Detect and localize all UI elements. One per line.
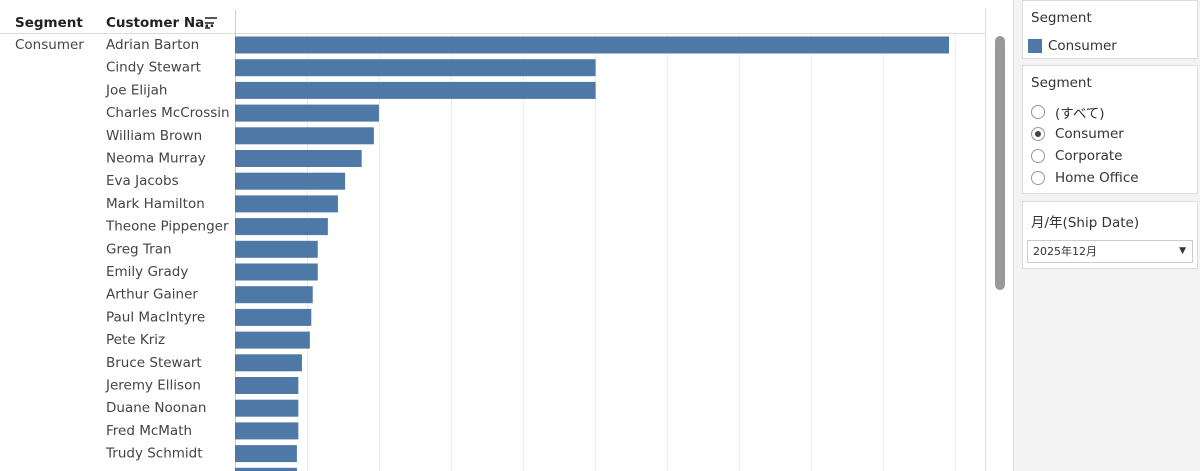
bar — [235, 127, 374, 145]
segment-filter: Segment (すべて) Consumer Corporate Home Offic… — [1022, 65, 1198, 194]
filter-title: 月/年(Ship Date) — [1031, 215, 1140, 231]
bar — [235, 399, 299, 417]
row-label: Neoma Murray — [106, 151, 206, 167]
bar — [235, 308, 312, 326]
row-label: Greg Tran — [106, 241, 172, 257]
row-label: Charles McCrossin — [106, 105, 230, 121]
legend-title: Segment — [1031, 10, 1092, 26]
side-panel: Segment Consumer Segment (すべて) Consumer Co… — [1013, 0, 1200, 471]
dropdown-arrow[interactable]: ▼ — [1179, 246, 1186, 256]
bar — [235, 331, 310, 349]
row-label: William Brown — [106, 128, 202, 144]
bar — [235, 59, 596, 77]
legend-swatch — [1028, 39, 1042, 53]
row-label: Duane Noonan — [106, 400, 206, 416]
radio-label: Home Office — [1055, 170, 1139, 186]
row-label: Theone Pippenger — [105, 219, 229, 235]
radio-label: Consumer — [1055, 126, 1124, 142]
bar — [235, 218, 328, 236]
row-label: Fred McMath — [106, 423, 192, 439]
row-label: Bruce Stewart — [106, 355, 202, 371]
filter-title: Segment — [1031, 75, 1092, 91]
row-label: Jeremy Ellison — [105, 378, 201, 394]
radio-button[interactable] — [1031, 171, 1045, 185]
dropdown-value: 2025年12月 — [1033, 245, 1097, 258]
legend-label: Consumer — [1048, 38, 1117, 54]
column-header: Customer Na.. — [106, 15, 215, 31]
radio-button[interactable] — [1031, 127, 1045, 141]
radio-option[interactable]: Consumer — [1031, 125, 1124, 143]
bar — [235, 377, 299, 394]
radio-button[interactable] — [1031, 105, 1045, 119]
bar — [235, 36, 950, 54]
row-label: Paul MacIntyre — [106, 309, 205, 325]
row-label: Emily Grady — [106, 264, 188, 280]
radio-label: Corporate — [1055, 148, 1123, 164]
radio-label: (すべて) — [1055, 106, 1105, 122]
row-label: Eva Jacobs — [106, 173, 179, 189]
date-filter: 月/年(Ship Date) 2025年12月 ▼ — [1022, 201, 1198, 269]
row-label: Adrian Barton — [106, 37, 199, 53]
sort-icon[interactable] — [205, 17, 217, 29]
bar — [235, 354, 302, 372]
bar — [235, 422, 299, 440]
row-label: Pete Kriz — [106, 332, 165, 348]
bar — [235, 263, 318, 281]
bar — [235, 467, 297, 471]
column-header: Segment — [15, 15, 83, 31]
row-label: Joe Elijah — [105, 82, 167, 98]
bar — [235, 172, 346, 190]
bar — [235, 445, 297, 463]
bar — [235, 286, 313, 304]
bar — [235, 195, 338, 213]
bar — [235, 81, 596, 99]
radio-option[interactable]: (すべて) — [1031, 103, 1105, 122]
row-label: Mark Hamilton — [106, 196, 205, 212]
radio-button[interactable] — [1031, 149, 1045, 163]
legend-item[interactable]: Consumer — [1028, 37, 1117, 55]
scrollbar-thumb[interactable] — [995, 36, 1005, 290]
date-dropdown[interactable]: 2025年12月 ▼ — [1027, 240, 1193, 263]
legend-panel: Segment Consumer — [1022, 0, 1198, 59]
radio-option[interactable]: Home Office — [1031, 169, 1139, 187]
row-label: Arthur Gainer — [106, 287, 198, 303]
chart: Segment Customer Na.. Consumer Adrian Ba… — [0, 8, 1005, 471]
row-label: Trudy Schmidt — [105, 446, 203, 462]
bar — [235, 104, 379, 122]
row-label: Cindy Stewart — [106, 60, 201, 76]
bar — [235, 150, 362, 167]
row-header: Consumer — [15, 37, 84, 53]
bar — [235, 240, 318, 258]
radio-option[interactable]: Corporate — [1031, 147, 1123, 165]
